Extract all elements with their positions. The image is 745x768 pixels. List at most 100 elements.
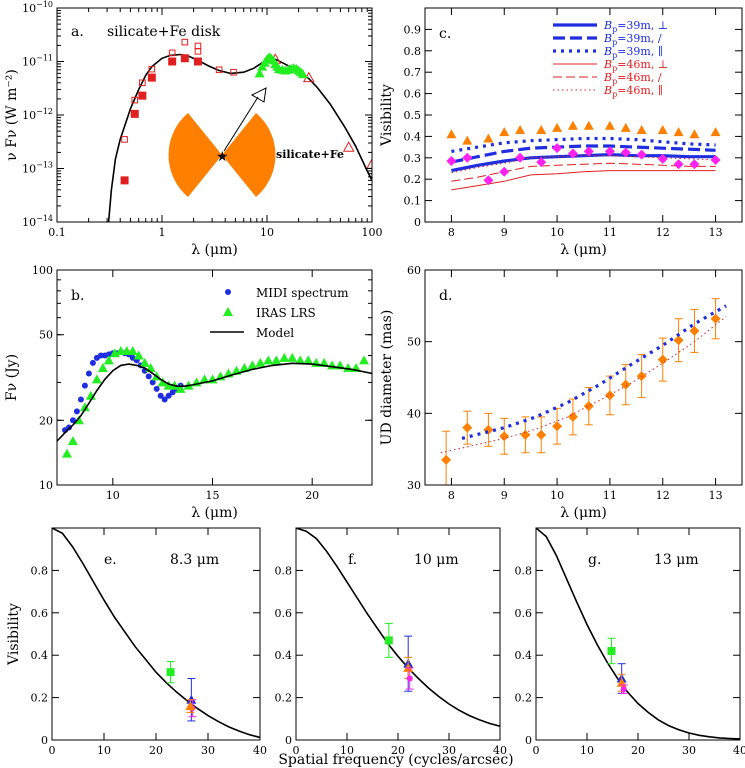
data-point [710, 154, 721, 165]
y-tick-label: 0.8 [404, 45, 422, 58]
data-point [462, 135, 473, 145]
axes-frame [295, 527, 501, 741]
data-point [462, 152, 473, 163]
axes-frame [424, 7, 743, 223]
data-point [406, 675, 413, 682]
data-point [149, 379, 156, 386]
data-point [499, 166, 510, 177]
series-line-2 [440, 316, 727, 454]
panel-label: c. [439, 26, 451, 42]
data-point [65, 424, 72, 431]
data-point [263, 355, 274, 365]
y-axis-label: Visibility [379, 84, 395, 147]
y-tick-label: 0.7 [404, 66, 422, 79]
series-line-1 [461, 304, 727, 440]
data-point [139, 357, 150, 367]
data-point [567, 148, 578, 159]
data-point [583, 120, 594, 130]
data-point [515, 124, 526, 134]
plot-area [57, 346, 372, 458]
data-point [607, 646, 616, 655]
data-point [689, 129, 700, 139]
data-point [604, 146, 615, 157]
data-point [657, 153, 668, 164]
legend-label: Bp=39m, ⊥ [603, 19, 668, 34]
data-point [583, 146, 594, 157]
data-point [148, 65, 156, 73]
x-tick-label: 20 [631, 744, 645, 757]
legend-label: IRAS LRS [256, 306, 316, 320]
data-point [552, 143, 563, 154]
panel-label: g. [588, 552, 601, 568]
data-point [199, 374, 210, 384]
data-point [97, 363, 108, 373]
legend: Bp=39m, ⊥Bp=39m, ∕Bp=39m, ∥Bp=46m, ⊥Bp=4… [553, 19, 668, 99]
panel-title: silicate+Fe disk [107, 24, 221, 40]
data-point [673, 335, 684, 346]
data-point [67, 436, 78, 446]
panel-a: ★ silicate+Fe 0.1 1 10 100 10−14 10−13 10−12 10−1… [4, 0, 383, 258]
data-point [255, 357, 266, 367]
data-point [297, 69, 308, 79]
x-tick-label: 20 [391, 744, 405, 757]
data-point [130, 109, 139, 118]
data-point [689, 159, 700, 170]
data-point [710, 127, 721, 137]
data-point [69, 417, 76, 424]
x-axis-label: Spatial frequency (cycles/arcsec) [278, 752, 513, 768]
panel-f: 0 10 20 30 40 0 0.2 0.4 0.6 0.8 f. 10 μm [275, 527, 507, 757]
panel-title: 8.3 μm [170, 552, 219, 568]
data-point [131, 96, 139, 104]
x-tick-label: 20 [149, 744, 163, 757]
series-line-5 [451, 170, 716, 191]
data-point [120, 176, 129, 185]
disk-illustration: ★ silicate+Fe [168, 87, 344, 197]
inset-label: silicate+Fe [276, 148, 344, 161]
y-tick-label: 0.9 [404, 23, 422, 36]
data-point [673, 159, 684, 170]
data-point [446, 129, 457, 139]
y-tick-label: 0.4 [275, 649, 293, 662]
x-tick-label: 9 [501, 489, 508, 502]
y-tick-label: 0.6 [31, 607, 49, 620]
data-point [168, 57, 177, 66]
plot-area [440, 298, 727, 485]
y-tick-label: 0.2 [31, 692, 49, 705]
x-axis-label: λ (μm) [191, 242, 238, 258]
y-axis-label: Visibility [6, 603, 22, 666]
data-point [181, 38, 189, 46]
axes-frame [56, 269, 373, 486]
data-point [327, 360, 338, 370]
data-point [536, 124, 547, 134]
series-markers-4 [619, 684, 628, 694]
y-tick-label: 0.4 [31, 649, 49, 662]
x-tick-label: 0 [49, 744, 56, 757]
x-tick-label: 1 [159, 226, 166, 239]
x-tick-label: 10 [580, 744, 594, 757]
x-tick-label: 40 [253, 744, 267, 757]
y-tick-label: 10−10 [22, 0, 53, 15]
data-point [157, 392, 164, 399]
y-axis-label: Fν (Jy) [4, 354, 20, 401]
series-markers-4 [405, 667, 414, 690]
x-tick-label: 12 [656, 226, 670, 239]
y-tick-label: 0.5 [404, 109, 422, 122]
panel-label: e. [104, 552, 117, 568]
y-axis-label: ν Fν (W m⁻²) [4, 69, 20, 161]
data-point [153, 385, 160, 392]
x-tick-label: 30 [442, 744, 456, 757]
data-point [287, 352, 298, 362]
y-tick-label: 10−12 [22, 107, 53, 122]
y-tick-label: 30 [407, 479, 421, 492]
panel-c: 8 9 10 11 12 13 0 0.1 0.2 0.3 0.4 0.5 0.6 0.7 0.8 0.9 c.… [379, 7, 743, 258]
data-point [79, 402, 90, 412]
plot-area [52, 528, 260, 739]
y-axis-label: UD diameter (mas) [379, 310, 395, 446]
data-point [185, 701, 196, 711]
panel-label: b. [71, 288, 84, 304]
data-point [61, 448, 72, 458]
series-markers-0 [441, 298, 721, 485]
x-tick-label: 15 [206, 489, 220, 502]
axes-frame [51, 527, 261, 741]
data-point [462, 422, 473, 433]
